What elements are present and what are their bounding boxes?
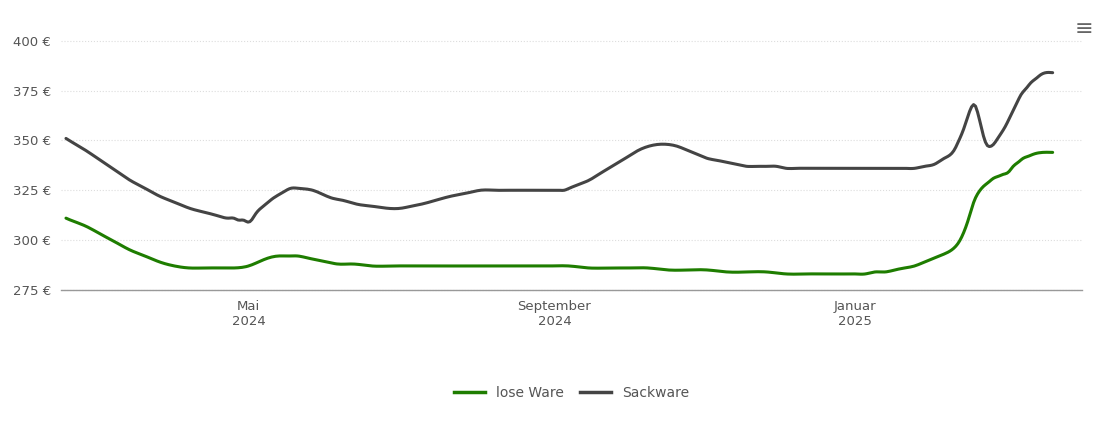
Legend: lose Ware, Sackware: lose Ware, Sackware [448,381,695,406]
Text: ≡: ≡ [1074,19,1093,39]
